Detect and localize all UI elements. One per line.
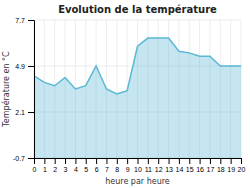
x-tick: 13 [165,158,173,173]
x-tick-mark [158,158,159,164]
x-tick-mark [179,158,180,164]
x-tick-label: 20 [238,166,246,173]
x-tick-label: 18 [217,166,225,173]
x-tick-mark [169,158,170,164]
x-tick: 5 [84,158,88,173]
y-tick-label: 4.9 [15,63,25,70]
x-tick-mark [200,158,201,164]
marks [34,38,241,158]
x-tick: 19 [227,158,235,173]
y-tick-mark [28,20,34,21]
x-tick: 7 [105,158,109,173]
x-tick: 9 [126,158,130,173]
y-axis-title: Température en °C [1,51,11,128]
x-tick: 15 [186,158,194,173]
x-tick-mark [75,158,76,164]
y-tick: -0.7 [13,155,34,162]
x-tick-mark [220,158,221,164]
x-tick-label: 3 [64,166,68,173]
x-axis-title: heure par heure [105,177,170,186]
x-tick-mark [55,158,56,164]
x-tick-mark [138,158,139,164]
x-tick: 10 [134,158,142,173]
chart: 01234567891011121314151617181920-0.72.14… [0,0,250,188]
x-tick-label: 11 [145,166,152,173]
x-tick-label: 6 [95,166,99,173]
x-tick-label: 7 [105,166,109,173]
x-tick-label: 13 [165,166,173,173]
x-tick-mark [231,158,232,164]
x-tick-mark [96,158,97,164]
x-tick-label: 15 [186,166,194,173]
x-tick: 17 [207,158,215,173]
x-tick-mark [210,158,211,164]
y-tick-label: 7.7 [15,17,25,24]
x-tick: 4 [74,158,78,173]
x-tick: 16 [196,158,204,173]
x-tick-label: 14 [176,166,184,173]
x-tick-mark [117,158,118,164]
x-tick-label: 16 [196,166,204,173]
x-tick-mark [106,158,107,164]
x-tick-label: 10 [134,166,142,173]
y-axis-line [28,21,35,159]
y-tick-label: 2.1 [15,109,25,116]
y-tick: 2.1 [15,109,34,116]
y-axis: -0.7 2.1 4.9 7.7 [13,17,35,162]
x-tick-mark [65,158,66,164]
x-tick-label: 2 [53,166,57,173]
x-tick-label: 4 [74,166,78,173]
x-tick-mark [148,158,149,164]
x-tick-label: 5 [84,166,88,173]
x-tick-label: 12 [155,166,163,173]
y-tick-mark [28,66,34,67]
title: Evolution de la température [58,4,217,15]
x-tick-label: 9 [126,166,130,173]
y-tick: 7.7 [15,17,34,24]
x-tick: 2 [53,158,57,173]
plot: 01234567891011121314151617181920-0.72.14… [13,17,246,173]
x-tick: 20 [238,158,246,173]
x-axis-line [35,159,242,165]
x-tick-mark [189,158,190,164]
x-tick-mark [241,158,242,164]
x-tick: 0 [33,158,37,173]
x-tick-mark [86,158,87,164]
grid [34,20,241,158]
x-tick: 1 [43,158,47,173]
x-tick: 3 [64,158,68,173]
x-tick: 8 [115,158,119,173]
x-tick-label: 0 [33,166,37,173]
x-tick-label: 17 [207,166,215,173]
x-tick-mark [127,158,128,164]
y-tick: 4.9 [15,63,34,70]
y-tick-mark [28,158,34,159]
x-tick-label: 19 [227,166,235,173]
line [34,38,241,94]
x-tick: 11 [145,158,152,173]
x-tick-mark [44,158,45,164]
x-tick-label: 1 [43,166,47,173]
area [34,38,241,158]
x-tick: 12 [155,158,163,173]
y-tick-mark [28,112,34,113]
y-tick-label: -0.7 [13,155,25,162]
x-tick: 6 [95,158,99,173]
x-tick-label: 8 [115,166,119,173]
x-axis: 01234567891011121314151617181920 [33,158,246,173]
x-tick: 18 [217,158,225,173]
x-tick: 14 [176,158,184,173]
